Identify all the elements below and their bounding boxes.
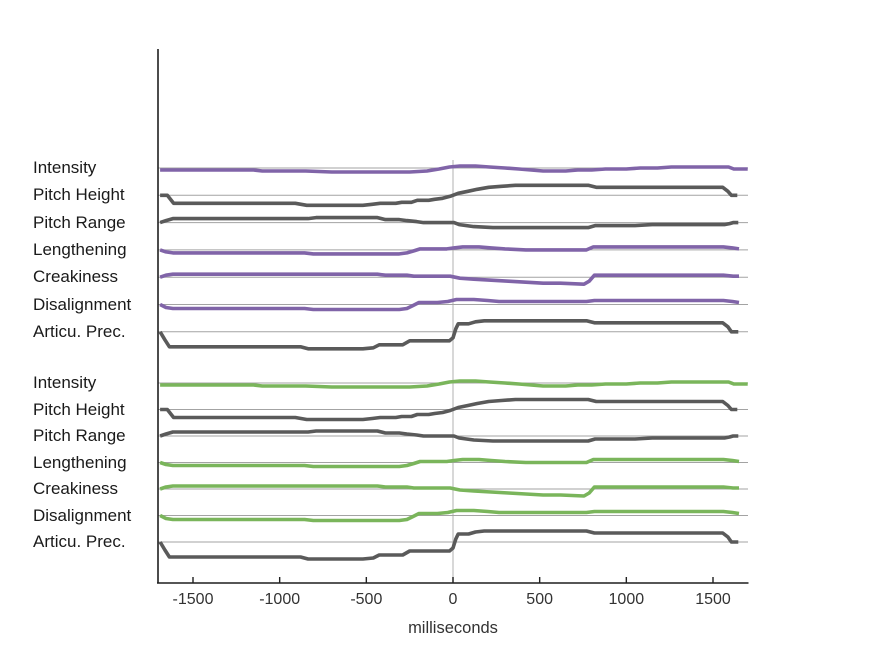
trace-group-2-articu_prec [158,529,739,561]
row-label-group-1-intensity: Intensity [33,158,97,177]
trace-group-2-pitch_height [160,397,738,422]
row-label-group-1-pitch_height: Pitch Height [33,185,125,205]
row-label-group-2-creakiness: Creakiness [33,479,119,498]
row-label-group-1-disalignment: Disalignment [33,294,132,314]
trace-group-2-creakiness [159,484,739,498]
x-axis-title: milliseconds [408,619,498,637]
trace-group-1-pitch_range [159,215,739,230]
row-label-group-2-disalignment: Disalignment [33,505,132,525]
trace-group-1-creakiness [159,272,739,287]
trace-group-2-intensity [160,379,748,389]
row-label-group-1-lengthening: Lengthening [33,239,127,259]
trace-group-1-disalignment [159,297,740,312]
row-label-group-2-pitch_range: Pitch Range [33,426,126,445]
trace-group-2-lengthening [159,457,740,469]
row-label-group-2-lengthening: Lengthening [33,452,127,472]
row-label-group-2-articu_prec: Articu. Prec. [33,532,126,551]
x-tick-label--1000: -1000 [259,591,301,608]
x-tick-label-0: 0 [448,591,458,608]
trace-group-2-disalignment [159,508,740,523]
row-label-group-1-creakiness: Creakiness [33,267,119,287]
row-label-group-2-pitch_height: Pitch Height [33,399,125,419]
x-tick-label--500: -500 [350,591,383,608]
x-tick-label--1500: -1500 [172,591,214,608]
trace-group-1-lengthening [159,245,740,256]
x-tick-label-1000: 1000 [608,591,645,608]
trace-group-1-intensity [160,164,748,174]
row-label-group-1-pitch_range: Pitch Range [33,212,126,232]
trace-group-1-pitch_height [160,183,738,208]
row-label-group-1-articu_prec: Articu. Prec. [33,321,126,341]
row-label-group-2-intensity: Intensity [33,373,97,392]
trace-group-1-articu_prec [158,318,739,351]
x-tick-label-1500: 1500 [695,591,731,608]
trace-group-2-pitch_range [159,429,739,443]
x-tick-label-500: 500 [526,591,554,608]
